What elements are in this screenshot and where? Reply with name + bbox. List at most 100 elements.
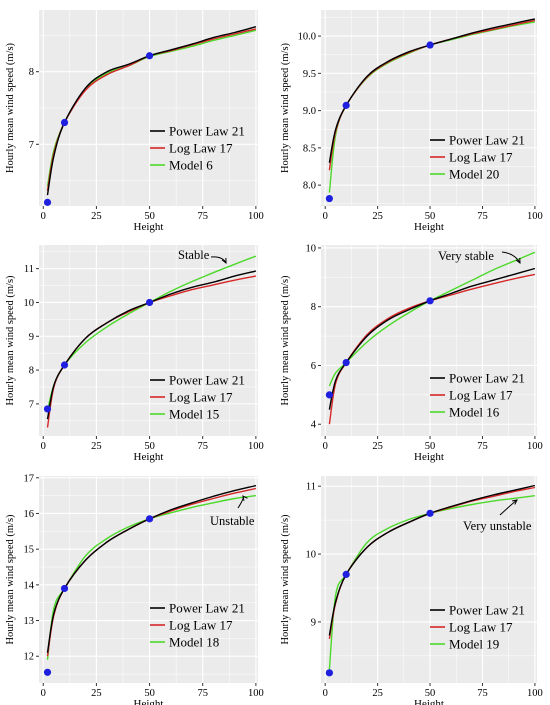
stability-annotation: Stable — [178, 248, 210, 262]
y-tick-label: 12 — [24, 652, 35, 663]
legend-label: Model 16 — [449, 405, 500, 420]
minor-grid — [321, 476, 537, 683]
legend-label: Power Law 21 — [449, 371, 525, 386]
x-tick-label: 25 — [372, 211, 383, 222]
x-tick-label: 25 — [91, 688, 102, 699]
observed-point — [145, 298, 154, 307]
y-tick-label: 9 — [311, 617, 316, 628]
observed-point — [325, 194, 333, 203]
x-tick-label: 0 — [41, 211, 46, 222]
arrow-head — [221, 257, 227, 265]
y-tick-label: 7 — [29, 140, 34, 151]
major-grid — [321, 245, 537, 436]
y-tick-label: 8 — [311, 302, 316, 313]
x-tick-label: 50 — [425, 211, 436, 222]
arrow-head — [512, 499, 518, 505]
y-tick-label: 13 — [24, 616, 35, 627]
legend-label: Model 6 — [169, 158, 213, 173]
x-tick-label: 75 — [477, 441, 488, 452]
legend-label: Log Law 17 — [169, 618, 233, 633]
observed-point — [60, 584, 69, 593]
y-tick-label: 8.5 — [303, 143, 316, 154]
x-tick-label: 0 — [323, 688, 328, 699]
y-tick-label: 9 — [29, 332, 34, 343]
observed-point — [145, 52, 154, 60]
x-tick-label: 50 — [425, 688, 436, 699]
chart-panel-6: 0 25 50 75 100 9 10 11 Height Hourly mean wind sp… — [280, 476, 543, 705]
observed-point — [60, 118, 69, 127]
observed-point — [342, 570, 350, 579]
arrow-head — [515, 257, 521, 265]
x-tick-label: 75 — [477, 211, 488, 222]
x-axis-title: Height — [414, 451, 444, 463]
major-grid — [39, 10, 258, 206]
x-axis-title: Height — [414, 221, 444, 233]
legend-label: Log Law 17 — [169, 390, 233, 405]
legend-label: Model 15 — [169, 407, 219, 422]
x-tick-label: 25 — [91, 211, 102, 222]
minor-grid — [39, 245, 258, 436]
y-tick-label: 6 — [311, 361, 316, 372]
observed-point — [325, 391, 333, 399]
y-axis-title: Hourly mean wind speed (m/s) — [5, 42, 16, 173]
y-tick-label: 17 — [24, 473, 35, 484]
stability-annotation: Very unstable — [463, 519, 532, 533]
y-tick-label: 16 — [24, 509, 35, 520]
observed-point — [43, 668, 52, 676]
legend-label: Log Law 17 — [449, 620, 513, 635]
legend-label: Log Law 17 — [449, 388, 513, 403]
legend-label: Model 18 — [169, 635, 219, 650]
plot-background — [39, 245, 258, 436]
y-axis-title: Hourly mean wind speed (m/s) — [280, 275, 291, 406]
observed-point — [43, 405, 52, 413]
observed-point — [60, 361, 69, 369]
x-tick-label: 50 — [425, 441, 436, 452]
y-tick-label: 8.0 — [303, 181, 316, 192]
chart-panel-4: 0 25 50 75 100 4 6 8 10 Height Hourly mean wind sp… — [280, 243, 543, 463]
y-tick-label: 14 — [24, 580, 35, 591]
legend-label: Power Law 21 — [449, 603, 525, 618]
observed-point — [43, 198, 52, 206]
legend-label: Log Law 17 — [449, 150, 513, 165]
legend-label: Power Law 21 — [169, 601, 245, 616]
y-tick-label: 4 — [311, 420, 317, 431]
x-tick-label: 0 — [323, 211, 328, 222]
x-tick-label: 25 — [372, 441, 383, 452]
x-tick-label: 50 — [144, 441, 155, 452]
x-tick-label: 100 — [248, 441, 264, 452]
major-grid — [321, 10, 537, 206]
y-axis-title: Hourly mean wind speed (m/s) — [5, 275, 16, 406]
stability-annotation: Unstable — [210, 514, 255, 528]
y-axis-title: Hourly mean wind speed (m/s) — [280, 42, 291, 173]
legend-label: Power Law 21 — [169, 373, 245, 388]
legend-label: Model 20 — [449, 167, 499, 182]
y-axis-title: Hourly mean wind speed (m/s) — [280, 514, 291, 645]
x-tick-label: 100 — [248, 211, 264, 222]
x-tick-label: 100 — [527, 211, 543, 222]
chart-panel-5: 0 25 50 75 100 12 13 14 15 16 17 Height Hourly mean … — [5, 473, 264, 705]
x-tick-label: 0 — [323, 441, 328, 452]
plot-background — [321, 476, 537, 683]
y-tick-label: 8 — [29, 67, 34, 78]
x-axis-title: Height — [134, 221, 164, 233]
observed-point — [145, 515, 154, 523]
x-axis-title: Height — [414, 698, 444, 705]
x-tick-label: 75 — [197, 441, 208, 452]
observed-point — [325, 669, 333, 677]
chart-panel-1: 0 25 50 75 100 7 8 Height Hourly mean wind speed… — [5, 10, 264, 233]
x-tick-label: 50 — [144, 688, 155, 699]
y-tick-label: 11 — [306, 482, 316, 493]
observed-point — [342, 101, 350, 109]
plot-background — [321, 10, 537, 206]
y-tick-label: 7 — [29, 399, 34, 410]
x-axis-title: Height — [134, 698, 164, 705]
y-tick-label: 10 — [306, 550, 317, 561]
x-tick-label: 75 — [477, 688, 488, 699]
major-grid — [321, 476, 537, 683]
x-axis-title: Height — [134, 451, 164, 463]
observed-point — [342, 358, 350, 367]
observed-point — [426, 41, 434, 49]
x-tick-label: 100 — [527, 688, 543, 699]
x-tick-label: 75 — [197, 211, 208, 222]
